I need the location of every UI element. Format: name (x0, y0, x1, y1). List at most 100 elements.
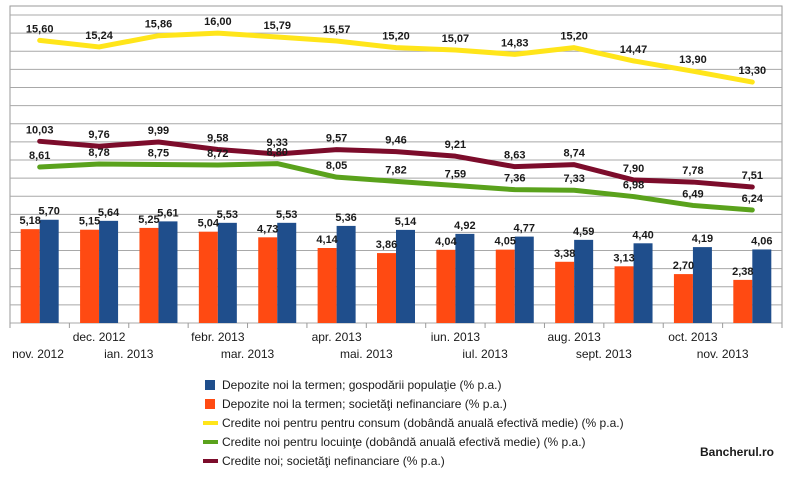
data-label: 8,63 (504, 150, 525, 162)
data-label: 14,47 (620, 44, 648, 56)
data-label: 15,86 (145, 19, 173, 31)
bar (455, 233, 475, 323)
bar (139, 227, 159, 323)
data-label: 4,19 (692, 233, 713, 245)
data-label: 9,57 (326, 133, 347, 145)
data-label: 4,59 (573, 226, 594, 238)
data-label: 4,40 (632, 229, 653, 241)
x-tick-label: oct. 2013 (668, 330, 718, 344)
legend-label: Depozite noi la termen; societăţi nefina… (222, 397, 507, 411)
data-label: 15,20 (382, 31, 410, 43)
bar (692, 247, 712, 323)
legend: Depozite noi la termen; gospodării popul… (196, 373, 628, 468)
data-label: 4,77 (514, 223, 535, 235)
bar (377, 253, 396, 323)
data-label: 13,90 (679, 54, 707, 66)
data-label: 5,70 (38, 206, 59, 218)
data-label: 5,64 (98, 207, 120, 219)
data-label: 7,78 (682, 165, 703, 177)
data-label: 5,15 (79, 216, 100, 228)
data-label: 15,24 (85, 30, 113, 42)
data-label: 3,38 (554, 248, 575, 260)
data-label: 5,53 (217, 209, 238, 221)
bar (20, 229, 40, 323)
data-label: 14,83 (501, 37, 529, 49)
bar (336, 225, 356, 323)
legend-label: Credite noi pentru pentru consum (dobând… (222, 416, 624, 430)
bar (217, 222, 237, 323)
bar (733, 279, 753, 323)
series-line (37, 30, 755, 85)
data-label: 15,07 (442, 33, 470, 45)
data-label: 5,18 (19, 215, 40, 227)
data-labels: 5,18 5,15 5,25 5,04 4,73 4,14 3,86 4,04 4,05 3,38… (19, 16, 772, 278)
x-tick-label: iul. 2013 (462, 347, 508, 361)
bar (436, 249, 456, 323)
bars (20, 219, 772, 323)
data-label: 16,00 (204, 16, 232, 28)
data-label: 2,70 (673, 260, 694, 272)
bar (633, 243, 653, 323)
data-label: 13,30 (739, 65, 767, 77)
legend-label: Credite noi; societăţi nefinanciare (% p… (222, 454, 445, 468)
data-label: 5,14 (395, 216, 417, 228)
bar (39, 219, 59, 323)
bar (495, 249, 515, 323)
bar (673, 274, 693, 323)
data-label: 2,38 (732, 266, 753, 278)
x-tick-label: febr. 2013 (191, 330, 245, 344)
data-label: 7,51 (742, 170, 763, 182)
data-label: 8,74 (563, 148, 585, 160)
data-label: 4,92 (454, 220, 475, 232)
data-label: 9,76 (88, 129, 109, 141)
x-tick-label: mai. 2013 (340, 347, 393, 361)
bar (198, 231, 218, 323)
legend-box (196, 373, 628, 465)
data-label: 8,61 (29, 150, 50, 162)
data-label: 4,73 (257, 223, 278, 235)
bar (752, 249, 772, 323)
x-tick-label: nov. 2012 (12, 347, 64, 361)
bar (574, 239, 594, 323)
bar (317, 248, 337, 323)
data-label: 7,36 (504, 173, 525, 185)
bar (99, 220, 119, 323)
data-label: 9,99 (148, 125, 169, 137)
lines (37, 30, 755, 213)
data-label: 4,04 (435, 236, 457, 248)
data-label: 5,25 (138, 214, 159, 226)
bar (514, 236, 534, 323)
data-label: 3,86 (376, 239, 397, 251)
data-label: 7,90 (623, 163, 644, 175)
data-label: 5,61 (157, 207, 178, 219)
series-line (37, 138, 755, 190)
data-label: 9,33 (267, 137, 288, 149)
series-line (37, 161, 755, 213)
data-label: 8,05 (326, 160, 347, 172)
data-label: 6,98 (623, 180, 644, 192)
x-tick-label: aug. 2013 (547, 330, 601, 344)
data-label: 5,36 (335, 212, 356, 224)
data-label: 15,79 (263, 20, 291, 32)
legend-swatch (205, 380, 215, 390)
bar (158, 221, 178, 323)
data-label: 5,04 (198, 218, 220, 230)
bar (396, 229, 415, 323)
data-label: 6,49 (682, 188, 703, 200)
x-axis-ticks: nov. 2012 dec. 2012 ian. 2013 febr. 2013 mar… (12, 330, 749, 361)
data-label: 9,46 (385, 135, 406, 147)
bar (277, 222, 297, 323)
legend-label: Depozite noi la termen; gospodării popul… (222, 378, 502, 392)
watermark: Bancherul.ro (700, 445, 774, 459)
bar (258, 237, 278, 323)
bar (555, 261, 575, 323)
x-tick-label: sept. 2013 (576, 347, 632, 361)
bar (614, 266, 634, 323)
data-label: 5,53 (276, 209, 297, 221)
data-label: 7,59 (445, 169, 466, 181)
x-tick-label: apr. 2013 (312, 330, 362, 344)
data-label: 15,60 (26, 23, 54, 35)
data-label: 9,21 (445, 139, 466, 151)
